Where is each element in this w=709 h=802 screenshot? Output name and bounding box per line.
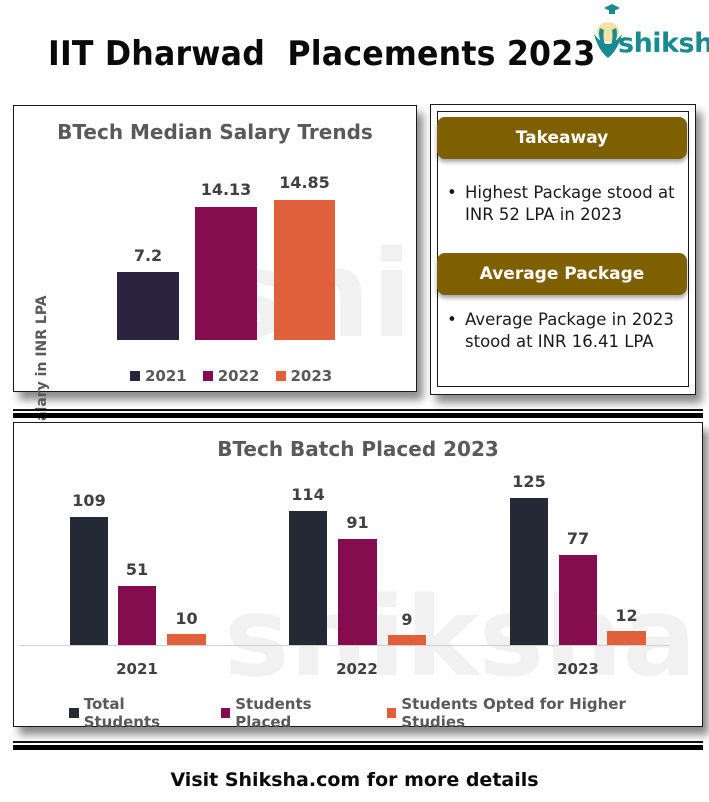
- legend-label: 2022: [217, 367, 260, 385]
- legend-label: Students Placed: [235, 695, 312, 731]
- bar-higher-2023[interactable]: [607, 631, 646, 645]
- legend-item-higher-studies: Students Opted for Higher Studies: [386, 695, 686, 731]
- bar-value-2023: 14.85: [279, 173, 330, 192]
- bar-total-2023[interactable]: [510, 498, 548, 645]
- value-higher-2022: 9: [401, 610, 413, 629]
- legend-label: Students Opted for Higher Studies: [401, 695, 626, 731]
- bar-value-2021: 7.2: [133, 246, 163, 265]
- value-total-2023: 125: [512, 472, 546, 491]
- x-label-2021: 2021: [116, 660, 158, 678]
- x-label-2023: 2023: [557, 660, 599, 678]
- shiksha-logo[interactable]: shiksha: [592, 4, 709, 62]
- median-chart-title: BTech Median Salary Trends: [57, 120, 373, 144]
- legend-item-2021: 2021: [130, 367, 187, 385]
- legend-swatch: [275, 371, 286, 381]
- bar-placed-2023[interactable]: [559, 555, 597, 645]
- batch-placed-card: shiksha BTech Batch Placed 2023 109 51 1…: [13, 422, 703, 731]
- legend-swatch: [220, 708, 231, 718]
- legend-item-2022: 2022: [202, 367, 260, 385]
- x-axis-line: [19, 645, 669, 646]
- value-higher-2021: 10: [175, 609, 198, 628]
- graduation-cap-pen-icon: [594, 4, 622, 58]
- legend-item-2023: 2023: [275, 367, 333, 385]
- legend-label: 2021: [145, 367, 187, 385]
- legend-label: 2023: [290, 367, 333, 385]
- bar-placed-2022[interactable]: [338, 539, 377, 645]
- section-divider: [13, 409, 703, 418]
- value-total-2021: 109: [72, 491, 106, 510]
- bar-2022[interactable]: [195, 207, 257, 340]
- legend-item-students-placed: Students Placed: [220, 695, 369, 731]
- footer-cta[interactable]: Visit Shiksha.com for more details: [170, 769, 539, 791]
- highest-package-bullet: Highest Package stood at INR 52 LPA in 2…: [447, 182, 679, 226]
- batch-legend: Total Students Students Placed Students …: [69, 695, 702, 731]
- takeaway-inner-border: [437, 111, 689, 387]
- average-package-heading: Average Package: [437, 253, 687, 295]
- bar-value-2022: 14.13: [200, 180, 252, 199]
- value-higher-2023: 12: [615, 606, 638, 625]
- legend-swatch: [202, 371, 213, 381]
- bar-2021[interactable]: [117, 272, 179, 340]
- x-label-2022: 2022: [336, 660, 378, 678]
- section-divider: [13, 741, 703, 750]
- takeaway-heading: Takeaway: [437, 117, 687, 159]
- bar-higher-2022[interactable]: [388, 635, 426, 645]
- legend-item-total-students: Total Students: [69, 695, 203, 731]
- logo-text: shiksha: [618, 28, 709, 59]
- median-salary-card: shi BTech Median Salary Trends Salary in…: [13, 105, 417, 431]
- legend-label: Total Students: [83, 695, 161, 731]
- legend-swatch: [69, 708, 79, 718]
- value-placed-2022: 91: [346, 513, 369, 532]
- legend-swatch: [130, 371, 140, 381]
- bar-placed-2021[interactable]: [118, 586, 156, 645]
- value-placed-2023: 77: [566, 529, 590, 548]
- takeaway-card: Takeaway Highest Package stood at INR 52…: [430, 104, 696, 395]
- bar-2023[interactable]: [274, 200, 335, 340]
- value-placed-2021: 51: [125, 560, 149, 579]
- bar-total-2022[interactable]: [289, 511, 327, 645]
- average-package-bullet: Average Package in 2023 stood at INR 16.…: [447, 309, 679, 353]
- bar-total-2021[interactable]: [70, 517, 108, 645]
- page-title: IIT Dharwad Placements 2023: [48, 34, 596, 74]
- batch-chart-title: BTech Batch Placed 2023: [217, 437, 499, 461]
- bar-higher-2021[interactable]: [167, 634, 206, 645]
- legend-swatch: [386, 708, 397, 718]
- median-legend: 2021 2022 2023: [130, 367, 348, 385]
- value-total-2022: 114: [291, 485, 325, 504]
